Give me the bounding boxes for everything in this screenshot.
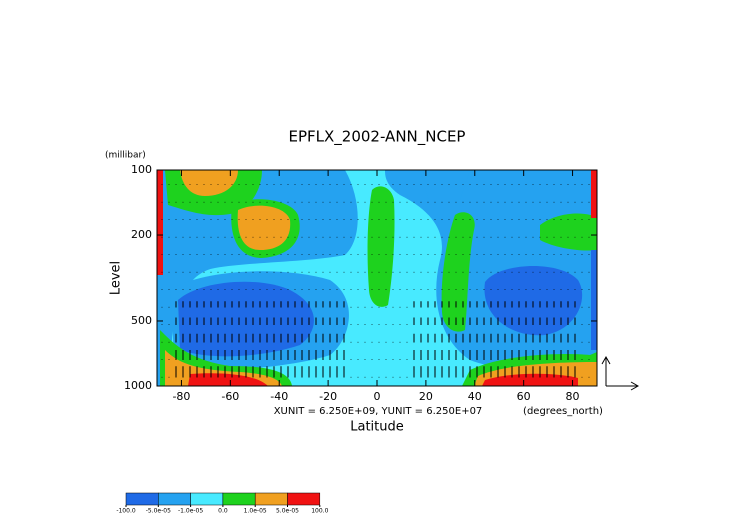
x-tick-label: -20 [319,390,337,403]
contour-region [157,170,163,275]
x-unit: (degrees_north) [523,406,603,417]
contour-region [367,186,395,307]
y-unit: (millibar) [105,151,146,161]
colorbar-box [190,492,224,506]
colorbar-label: 5.0e-05 [276,508,299,515]
colorbar-label: -1.0e-05 [178,508,203,515]
reference-vector [601,355,640,391]
vector-field [161,184,590,378]
colorbar-label: -100.0 [116,508,136,515]
chart-title: EPFLX_2002-ANN_NCEP [289,128,466,147]
y-tick-label: 100 [131,163,152,176]
contour-field [157,170,597,386]
x-tick-label: -80 [172,390,190,403]
colorbar-box [125,492,159,506]
contour-region [441,212,475,332]
colorbar-label: 100.0 [311,508,328,515]
x-tick-label: 20 [419,390,433,403]
x-tick-label: 40 [468,390,482,403]
contour-region [157,170,358,386]
contour-region [188,373,268,386]
contour-region [237,205,291,250]
colorbar-box [254,492,288,506]
x-tick-label: 80 [566,390,580,403]
contour-region [591,170,597,218]
colorbar-label: 1.0e-05 [244,508,267,515]
colorbar-label: -5.0e-05 [146,508,171,515]
x-axis-label: Latitude [350,420,404,435]
x-tick-label: -60 [221,390,239,403]
x-tick-label: -40 [270,390,288,403]
contour-region [591,250,597,350]
x-tick-label: 0 [374,390,381,403]
colorbar-box [222,492,256,506]
contour-region [484,265,583,336]
colorbar-label: 0.0 [218,508,228,515]
y-tick-label: 500 [131,314,152,327]
y-tick-label: 1000 [124,379,152,392]
contour-region [180,170,238,196]
colorbar-box [287,492,321,506]
vector-scale: XUNIT = 6.250E+09, YUNIT = 6.250E+07 [274,406,483,417]
contour-region [540,213,597,251]
y-tick-label: 200 [131,228,152,241]
colorbar-box [158,492,191,506]
x-tick-label: 60 [517,390,531,403]
y-axis-label: Level [109,261,124,295]
contour-region [420,170,470,205]
